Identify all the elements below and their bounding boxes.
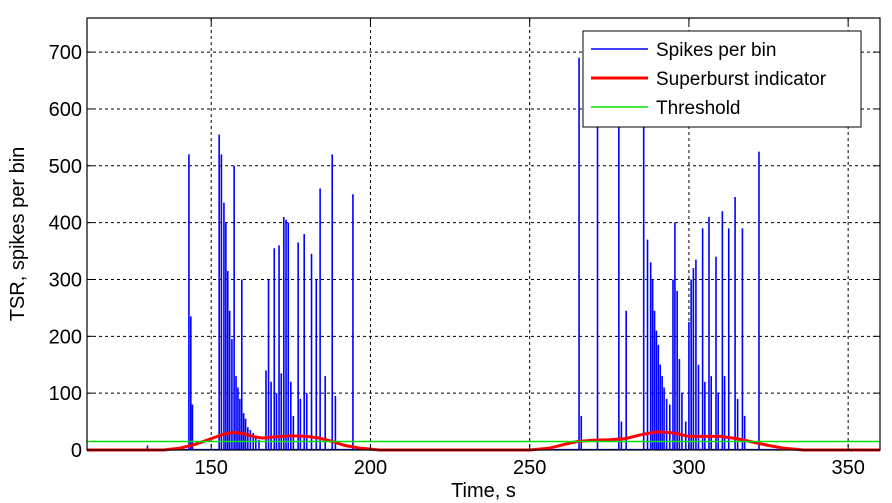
x-axis-label: Time, s [451,480,516,502]
y-axis-label: TSR, spikes per bin [7,147,29,322]
axis-ticks [87,18,880,451]
plot-frame [86,17,881,451]
x-tick-label: 250 [513,457,546,479]
y-tick-label: 700 [49,42,82,64]
series-0 [87,35,880,450]
x-tick-label: 200 [354,457,387,479]
legend: Spikes per bin Superburst indicator Thre… [582,30,862,128]
y-tick-label: 500 [49,156,82,178]
chart-series [87,35,880,452]
y-tick-label: 300 [49,269,82,291]
y-tick-label: 400 [49,213,82,235]
y-tick-label: 100 [49,383,82,405]
x-tick-label: 300 [672,457,705,479]
x-tick-label: 150 [195,457,228,479]
legend-entry-spikes: Spikes per bin [656,40,776,61]
y-tick-label: 200 [49,326,82,348]
x-tick-label: 350 [831,457,864,479]
legend-entry-threshold: Threshold [656,98,741,119]
legend-entry-superburst: Superburst indicator [656,69,827,90]
y-tick-label: 600 [49,99,82,121]
y-tick-label: 0 [71,440,82,462]
tick-labels: 150 200 250 300 350 0 100 200 300 400 500 600 700 [49,42,865,479]
